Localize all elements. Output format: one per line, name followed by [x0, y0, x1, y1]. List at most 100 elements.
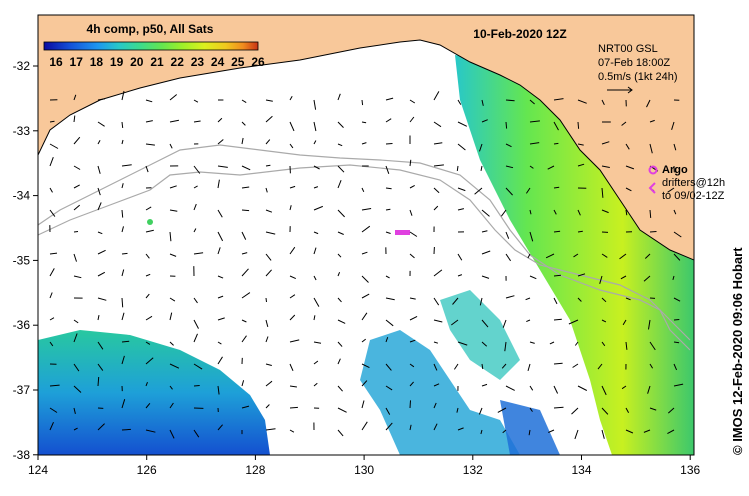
current-arrow [337, 319, 346, 324]
current-arrow [217, 209, 223, 218]
current-arrow [49, 317, 55, 321]
current-scale: 0.5m/s (1kt 24h) [598, 71, 677, 83]
current-arrow [361, 251, 368, 255]
current-arrow [481, 250, 491, 255]
current-arrow [481, 383, 488, 387]
current-arrow [241, 165, 251, 171]
current-arrow [409, 209, 413, 216]
current-arrow [145, 165, 149, 173]
current-arrow [217, 117, 223, 123]
current-arrow [667, 407, 675, 414]
current-arrow [577, 273, 586, 277]
lon-tick-label: 126 [137, 463, 157, 477]
current-arrow [361, 275, 369, 283]
current-arrow [337, 385, 343, 392]
current-arrow [385, 97, 394, 101]
current-arrow [673, 209, 677, 215]
current-arrow [73, 204, 81, 211]
current-arrow [265, 99, 273, 102]
current-arrow [97, 121, 105, 127]
current-arrow [337, 165, 345, 173]
current-arrow [217, 424, 223, 431]
bathymetry-contour [38, 164, 691, 341]
lat-tick-label: -36 [13, 318, 31, 332]
current-arrow [528, 429, 531, 436]
current-arrow [145, 293, 150, 299]
current-arrow [456, 407, 459, 413]
current-arrow [577, 385, 588, 391]
current-arrow [649, 407, 657, 411]
current-arrow [97, 165, 101, 174]
current-arrow [145, 429, 156, 433]
current-arrow [409, 315, 418, 321]
current-arrow [553, 297, 558, 305]
current-arrow [621, 121, 627, 126]
current-arrow [361, 121, 367, 124]
current-arrow [574, 429, 579, 440]
current-arrow [572, 363, 579, 368]
current-arrow [217, 139, 224, 145]
current-arrow [673, 383, 684, 387]
current-arrow [169, 231, 172, 242]
current-arrow [457, 121, 468, 127]
current-arrow [73, 115, 76, 123]
lat-tick-label: -38 [13, 448, 31, 462]
current-arrow [217, 341, 222, 345]
current-arrow [241, 405, 250, 409]
current-arrow [409, 116, 415, 123]
current-arrow [49, 120, 55, 123]
lon-tick-label: 124 [28, 463, 48, 477]
current-arrow [480, 165, 483, 171]
current-arrow [313, 165, 320, 170]
legend-colorbar [43, 41, 259, 51]
current-arrow [265, 319, 269, 328]
current-arrow [644, 253, 651, 259]
current-arrow [97, 297, 107, 301]
current-arrow [568, 319, 579, 325]
current-arrow [337, 231, 344, 235]
current-arrow [673, 253, 681, 261]
current-arrow [97, 202, 102, 211]
current-arrow [73, 385, 82, 393]
current-arrow [337, 358, 341, 365]
current-arrow [529, 99, 535, 105]
lat-tick-label: -33 [13, 124, 31, 138]
current-arrow [313, 247, 317, 255]
current-arrow [121, 139, 124, 145]
current-arrow [241, 99, 247, 104]
current-arrow [337, 341, 343, 347]
current-arrow [241, 252, 248, 255]
current-arrow [525, 187, 531, 194]
current-arrow [121, 209, 124, 218]
current-arrow [385, 297, 395, 301]
current-arrow [217, 275, 224, 279]
current-arrow [577, 143, 584, 146]
current-arrows [49, 90, 684, 440]
current-arrow [193, 165, 201, 174]
current-arrow [145, 253, 150, 259]
current-arrow [553, 362, 563, 365]
current-arrow [265, 363, 272, 366]
current-arrow [409, 253, 415, 259]
current-arrow [361, 208, 372, 211]
current-arrow [265, 187, 268, 193]
argo-marker [648, 165, 658, 175]
current-arrow [553, 209, 557, 215]
current-arrow [433, 205, 439, 211]
current-arrow [265, 253, 272, 261]
current-arrow [601, 429, 605, 439]
current-arrow [361, 421, 368, 431]
current-arrow [313, 297, 320, 307]
current-arrow [121, 428, 131, 431]
current-arrow [505, 121, 508, 129]
plot-frame [37, 14, 695, 456]
current-arrow [505, 99, 515, 102]
current-arrow [121, 121, 124, 128]
current-arrow [145, 357, 154, 365]
current-arrow [385, 208, 391, 211]
current-arrow [241, 319, 247, 323]
current-arrow [313, 205, 323, 211]
current-arrow [433, 91, 440, 101]
current-arrow [549, 341, 555, 345]
